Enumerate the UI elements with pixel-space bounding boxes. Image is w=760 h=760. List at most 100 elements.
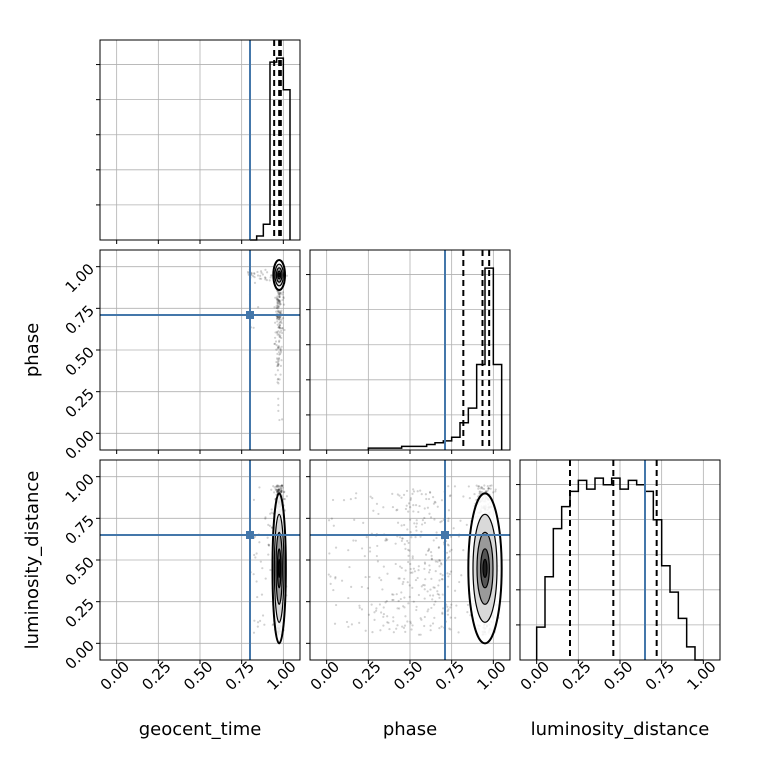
scatter-point (449, 535, 453, 538)
scatter-point (280, 418, 284, 421)
scatter-point (264, 517, 267, 520)
scatter-point (279, 320, 283, 323)
scatter-point (260, 593, 264, 596)
scatter-point (276, 364, 279, 368)
scatter-point (382, 624, 385, 627)
scatter-point (279, 352, 282, 355)
x-axis-label-luminosity_distance: luminosity_distance (531, 719, 710, 740)
scatter-point (264, 577, 267, 580)
scatter-point (273, 342, 276, 346)
scatter-point (278, 300, 281, 303)
scatter-point (382, 612, 386, 616)
scatter-point (278, 326, 281, 329)
scatter-point (414, 536, 417, 539)
scatter-point (280, 359, 283, 362)
scatter-point (333, 622, 337, 625)
scatter-point (426, 549, 430, 552)
scatter-point (404, 507, 408, 511)
scatter-point (276, 490, 279, 493)
scatter-point (440, 577, 443, 581)
scatter-point (431, 622, 435, 625)
scatter-point (278, 291, 282, 294)
scatter-point (447, 556, 451, 559)
scatter-point (358, 604, 361, 607)
y-tick-label: 0.50 (62, 343, 98, 379)
scatter-point (392, 598, 395, 602)
scatter-point (278, 292, 281, 295)
y-tick-label: 0.00 (62, 637, 98, 673)
scatter-point (354, 539, 357, 542)
scatter-point (408, 595, 411, 599)
scatter-point (392, 631, 395, 634)
scatter-point (363, 555, 366, 558)
x-tick-label: 0.50 (600, 658, 636, 694)
scatter-point (406, 620, 409, 623)
scatter-point (411, 555, 414, 558)
scatter-point (275, 343, 278, 347)
scatter-point (276, 488, 279, 491)
scatter-point (275, 490, 279, 493)
scatter-point (387, 621, 390, 624)
scatter-point (441, 593, 444, 596)
scatter-point (278, 339, 281, 342)
scatter-point (432, 502, 436, 505)
scatter-point (277, 488, 280, 491)
scatter-point (401, 537, 404, 540)
scatter-point (267, 523, 270, 526)
scatter-point (256, 270, 259, 274)
scatter-point (447, 575, 450, 578)
scatter-point (277, 305, 281, 308)
scatter-point (256, 274, 260, 277)
scatter-point (355, 492, 358, 495)
scatter-point (280, 484, 283, 487)
scatter-point (276, 297, 280, 301)
scatter-point (353, 518, 356, 521)
scatter-point (358, 606, 361, 609)
scatter-point (477, 485, 480, 488)
scatter-point (490, 484, 493, 487)
scatter-point (415, 525, 418, 528)
scatter-point (403, 577, 406, 580)
scatter-point (462, 548, 465, 552)
scatter-point (264, 276, 267, 280)
y-axis-label-phase: phase (22, 323, 43, 377)
scatter-point (410, 628, 413, 631)
scatter-point (409, 497, 413, 500)
scatter-point (259, 270, 263, 273)
scatter-point (394, 542, 397, 545)
scatter-point (477, 485, 480, 488)
scatter-point (404, 630, 407, 633)
scatter-point (429, 516, 433, 519)
scatter-point (407, 602, 410, 605)
scatter-point (247, 272, 250, 275)
scatter-point (277, 316, 280, 319)
scatter-point (391, 598, 394, 602)
scatter-point (397, 577, 400, 580)
scatter-point (411, 492, 414, 495)
contour-level (277, 558, 281, 578)
scatter-point (415, 522, 418, 525)
scatter-point (272, 485, 275, 488)
scatter-point (278, 293, 281, 297)
scatter-point (259, 560, 262, 563)
scatter-point (430, 577, 433, 580)
y-tick-label: 0.25 (62, 595, 98, 631)
scatter-point (409, 620, 412, 623)
scatter-point (276, 352, 279, 356)
scatter-point (447, 517, 450, 520)
scatter-point (434, 501, 437, 504)
scatter-point (403, 606, 406, 609)
scatter-point (457, 631, 460, 634)
scatter-point (276, 369, 280, 372)
scatter-point (436, 505, 439, 508)
scatter-point (275, 296, 278, 299)
x-axis-label-phase: phase (383, 719, 437, 740)
scatter-point (334, 576, 337, 579)
scatter-point (449, 570, 453, 573)
scatter-point (467, 485, 470, 488)
scatter-point (381, 588, 384, 591)
scatter-point (275, 306, 278, 309)
scatter-point (402, 580, 405, 584)
scatter-point (424, 553, 428, 556)
scatter-point (429, 594, 432, 597)
